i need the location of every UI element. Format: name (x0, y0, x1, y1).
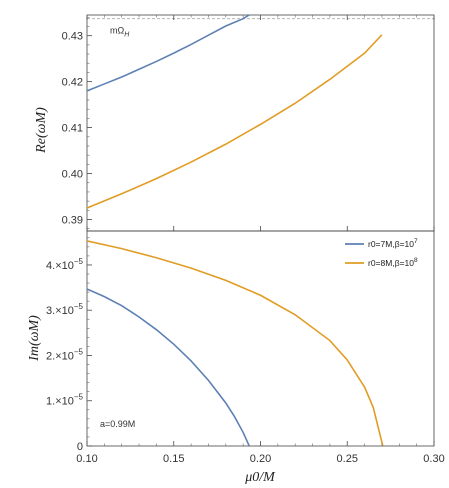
x-tick-label: 0.15 (163, 453, 184, 465)
legend: r0=7M,β=107 r0=8M,β=108 (345, 238, 418, 268)
top-y-tick-label: 0.43 (62, 31, 83, 43)
top-y-tick-label: 0.39 (62, 215, 83, 227)
top-plot-frame (87, 15, 434, 231)
bottom-y-tick-label: 2.×10−5 (46, 347, 84, 362)
top-y-tick-label: 0.40 (62, 169, 83, 181)
axis-labels: Re(ωM) Im(ωM) μ0/M (27, 107, 276, 485)
top-y-tick-label: 0.42 (62, 77, 83, 89)
bottom-y-tick-label: 4.×10−5 (46, 257, 84, 272)
top-y-axis-label: Re(ωM) (34, 107, 49, 154)
omega-h-label: mΩH (110, 26, 130, 39)
bottom-y-tick-label: 3.×10−5 (46, 302, 84, 317)
x-tick-label: 0.25 (337, 453, 358, 465)
bottom-y-tick-label: 0 (77, 441, 83, 453)
x-tick-label: 0.20 (250, 453, 271, 465)
bottom-y-axis-label: Im(ωM) (27, 315, 42, 362)
legend-entry-label: r0=7M,β=107 (368, 238, 418, 249)
top-panel: 0.39 0.40 0.41 0.42 0.43 mΩH (62, 15, 434, 231)
bottom-series-r0-8M-line (87, 241, 383, 446)
x-tick-label: 0.30 (423, 453, 444, 465)
spin-annotation: a=0.99M (100, 419, 135, 429)
bottom-y-tick-label: 1.×10−5 (46, 393, 84, 408)
legend-entry-label: r0=8M,β=108 (368, 257, 418, 268)
x-tick-label: 0.10 (76, 453, 97, 465)
x-axis-label: μ0/M (244, 470, 276, 485)
top-series-r0-8M-line (87, 35, 382, 208)
top-y-tick-label: 0.41 (62, 123, 83, 135)
